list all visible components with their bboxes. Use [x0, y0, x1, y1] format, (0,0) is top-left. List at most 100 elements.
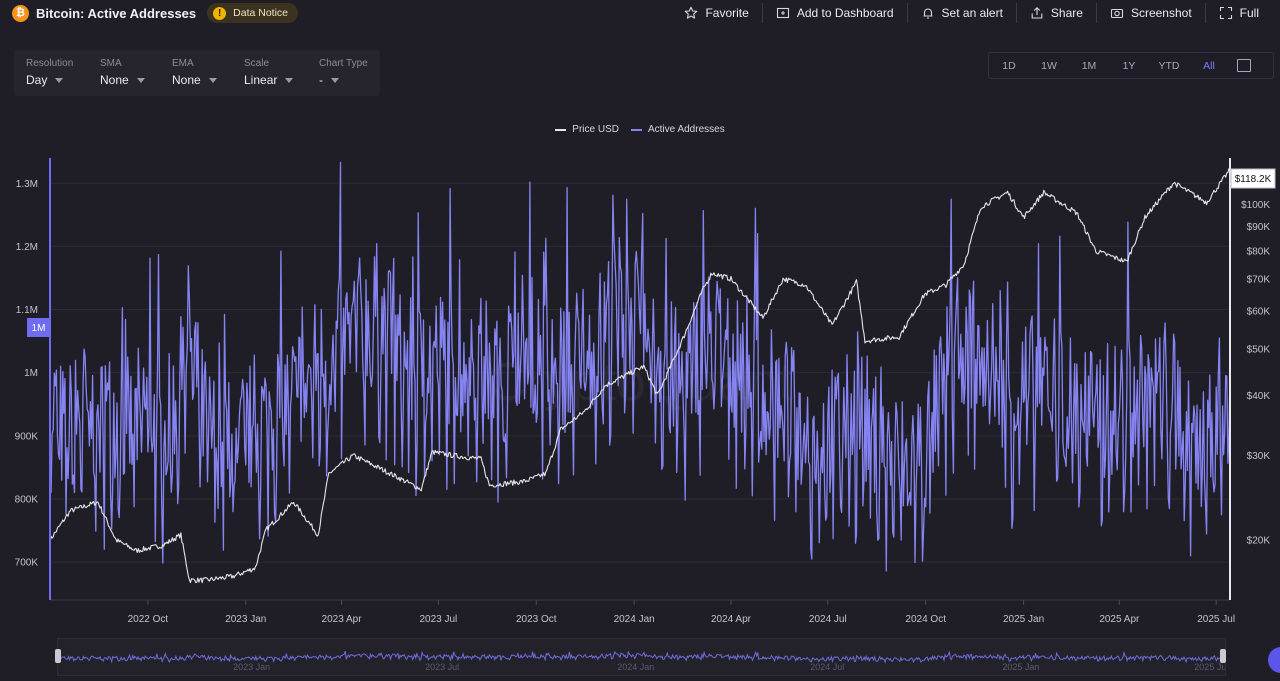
x-tick-label: 2023 Apr: [322, 614, 363, 625]
scale-value: Linear: [244, 73, 278, 87]
favorite-button[interactable]: Favorite: [671, 3, 761, 23]
chart-type-select[interactable]: Chart Type -: [319, 58, 368, 87]
navigator-minimap[interactable]: 2023 Jan 2023 Jul 2024 Jan 2024 Jul 2025 Jan…: [55, 638, 1228, 676]
warning-icon: !: [213, 6, 227, 20]
x-tick-label: 2024 Oct: [905, 614, 946, 625]
x-tick-label: 2022 Oct: [128, 614, 169, 625]
sma-label: SMA: [100, 58, 122, 69]
chart-controls: Resolution Day SMA None EMA None Scale L…: [14, 50, 380, 96]
share-label: Share: [1050, 6, 1083, 20]
legend-item-price[interactable]: Price USD: [555, 124, 619, 135]
right-axis: $20K $30K $40K $50K $60K $70K $80K $90K $100K: [1241, 200, 1270, 547]
add-to-dashboard-button[interactable]: Add to Dashboard: [761, 3, 907, 23]
right-tick-label: $30K: [1247, 451, 1271, 462]
chevron-down-icon: [208, 77, 217, 83]
left-axis: 700K 800K 900K 1M 1.1M 1.2M 1.3M: [15, 179, 39, 569]
navigator-tick-label: 2024 Jan: [617, 662, 654, 672]
chat-widget-button[interactable]: [1268, 647, 1280, 673]
left-tick-label: 1.2M: [16, 242, 38, 253]
x-tick-label: 2025 Jan: [1003, 614, 1044, 625]
ema-label: EMA: [172, 58, 194, 69]
navigator-left-handle[interactable]: [55, 649, 61, 663]
range-ytd[interactable]: YTD: [1158, 59, 1180, 72]
x-tick-label: 2025 Apr: [1099, 614, 1140, 625]
left-tick-label: 900K: [15, 431, 39, 442]
x-tick-label: 2024 Apr: [711, 614, 752, 625]
data-notice-button[interactable]: ! Data Notice: [207, 3, 298, 23]
x-tick-label: 2024 Jul: [809, 614, 847, 625]
left-tick-label: 1M: [24, 368, 38, 379]
sma-value: None: [100, 73, 129, 87]
share-icon: [1031, 7, 1043, 19]
right-tick-label: $20K: [1247, 536, 1271, 547]
camera-icon: [1110, 8, 1124, 19]
set-alert-label: Set an alert: [941, 6, 1003, 20]
right-tick-label: $50K: [1247, 345, 1271, 356]
legend-swatch-price: [555, 128, 567, 131]
title-group: ₿ Bitcoin: Active Addresses ! Data Notic…: [12, 3, 298, 23]
left-axis-current-label: 1M: [32, 323, 46, 334]
data-notice-label: Data Notice: [233, 7, 288, 19]
right-axis-current-label: $118.2K: [1235, 174, 1272, 185]
x-tick-label: 2024 Jan: [614, 614, 655, 625]
left-axis-current-marker: 1M: [27, 318, 50, 337]
fullscreen-label: Full: [1239, 6, 1259, 20]
left-tick-label: 700K: [15, 558, 39, 569]
legend-swatch-active-addresses: [630, 128, 642, 131]
fullscreen-button[interactable]: Full: [1204, 3, 1272, 23]
right-axis-current-marker: $118.2K: [1230, 168, 1276, 189]
legend-item-active-addresses[interactable]: Active Addresses: [630, 124, 725, 135]
ema-select[interactable]: EMA None: [172, 58, 217, 87]
sma-select[interactable]: SMA None: [100, 58, 145, 87]
calendar-icon[interactable]: [1237, 59, 1251, 72]
ema-value: None: [172, 73, 201, 87]
navigator-tick-label: 2023 Jul: [425, 662, 459, 672]
range-all[interactable]: All: [1203, 59, 1215, 72]
navigator-labels: 2023 Jan 2023 Jul 2024 Jan 2024 Jul 2025 Jan…: [233, 662, 1228, 672]
navigator-series: 2023 Jan 2023 Jul 2024 Jan 2024 Jul 2025 Jan…: [57, 650, 1228, 672]
range-1w[interactable]: 1W: [1041, 59, 1057, 72]
x-axis: 2022 Oct 2023 Jan 2023 Apr 2023 Jul 2023 Oct…: [50, 599, 1235, 625]
range-1d[interactable]: 1D: [1002, 59, 1016, 72]
x-tick-label: 2025 Jul: [1197, 614, 1235, 625]
right-tick-label: $100K: [1241, 200, 1270, 211]
right-tick-label: $90K: [1247, 222, 1271, 233]
chevron-down-icon: [55, 77, 64, 83]
navigator-right-handle[interactable]: [1220, 649, 1226, 663]
right-tick-label: $70K: [1247, 274, 1271, 285]
x-tick-label: 2023 Oct: [516, 614, 557, 625]
scale-label: Scale: [244, 58, 270, 69]
series-line-price: [49, 168, 1231, 584]
left-tick-label: 1.3M: [16, 179, 38, 190]
x-tick-label: 2023 Jan: [225, 614, 266, 625]
dashboard-add-icon: [776, 7, 789, 19]
chevron-down-icon: [285, 77, 294, 83]
chart-type-label: Chart Type: [319, 58, 368, 69]
legend-label-active-addresses: Active Addresses: [647, 124, 725, 135]
resolution-select[interactable]: Resolution Day: [26, 58, 73, 87]
star-icon: [685, 6, 698, 19]
series-line-active-addresses: [49, 161, 1231, 572]
scale-select[interactable]: Scale Linear: [244, 58, 294, 87]
navigator-line: [57, 650, 1226, 664]
share-button[interactable]: Share: [1015, 3, 1096, 23]
chart-legend: Price USD Active Addresses: [0, 124, 1280, 135]
chart-type-value: -: [319, 73, 323, 87]
screenshot-button[interactable]: Screenshot: [1095, 3, 1205, 23]
right-tick-label: $80K: [1247, 247, 1271, 258]
bitcoin-logo: ₿: [12, 4, 29, 22]
legend-label-price: Price USD: [572, 124, 619, 135]
navigator-tick-label: 2023 Jan: [233, 662, 270, 672]
resolution-label: Resolution: [26, 58, 74, 69]
set-alert-button[interactable]: Set an alert: [906, 3, 1016, 23]
left-tick-label: 800K: [15, 494, 39, 505]
left-tick-label: 1.1M: [16, 305, 38, 316]
screenshot-label: Screenshot: [1130, 6, 1192, 20]
navigator-tick-label: 2025 Jan: [1002, 662, 1039, 672]
right-tick-label: $60K: [1247, 307, 1271, 318]
x-tick-label: 2023 Jul: [419, 614, 457, 625]
range-1y[interactable]: 1Y: [1122, 59, 1136, 72]
range-1m[interactable]: 1M: [1081, 59, 1097, 72]
header-actions: Favorite Add to Dashboard Set an alert S…: [671, 3, 1272, 23]
